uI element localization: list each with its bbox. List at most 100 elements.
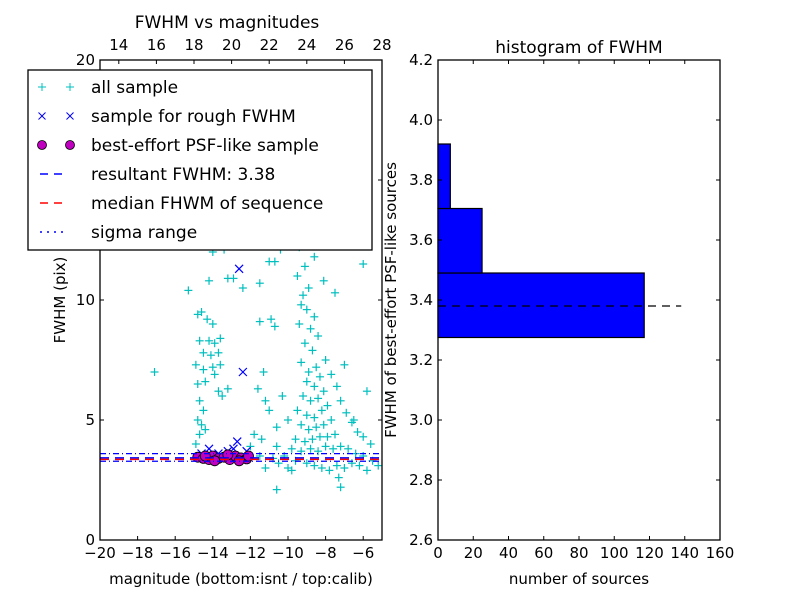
all-sample-point	[319, 276, 328, 285]
all-sample-point	[300, 437, 309, 446]
top-x-tick-label: 24	[297, 36, 316, 54]
all-sample-point	[315, 432, 324, 441]
all-sample-point	[195, 396, 204, 405]
all-sample-point	[340, 464, 349, 472]
top-x-tick-label: 18	[184, 36, 203, 54]
all-sample-point	[299, 291, 308, 300]
all-sample-point	[319, 420, 328, 429]
top-x-tick-label: 16	[147, 36, 166, 54]
legend-label: all sample	[91, 78, 178, 98]
all-sample-point	[344, 444, 353, 453]
scatter-x-ticks: −20 −18 −16 −14 −12 −10 −8 −6	[84, 536, 374, 562]
x-tick-label: 20	[464, 544, 483, 562]
all-sample-point	[359, 432, 368, 441]
legend-item: sample for rough FWHM	[38, 107, 296, 127]
y-tick-label: 0	[85, 531, 95, 549]
all-sample-point	[332, 382, 341, 391]
all-sample-point	[272, 423, 281, 432]
x-tick-label: −8	[315, 544, 337, 562]
all-sample-point	[314, 394, 323, 403]
all-sample-point	[259, 368, 268, 376]
all-sample-point	[304, 368, 313, 376]
scatter-legend: all sample sample for rough FWHM best-effo…	[27, 69, 373, 251]
all-sample-point	[362, 466, 371, 475]
all-sample-point	[197, 308, 206, 316]
all-sample-point	[308, 435, 317, 444]
all-sample-point	[331, 288, 339, 297]
all-sample-point	[306, 396, 315, 405]
x-tick-label: 40	[499, 544, 518, 562]
scatter-title: FWHM vs magnitudes	[135, 13, 320, 33]
all-sample-point	[314, 332, 323, 340]
legend-item: sigma range	[40, 223, 197, 243]
y-tick-label: 20	[76, 51, 95, 69]
all-sample-point	[297, 420, 306, 429]
all-sample-point	[310, 252, 319, 261]
histogram-bars	[437, 143, 645, 339]
legend-item: best-effort PSF-like sample	[37, 136, 319, 156]
x-tick-label: 140	[670, 544, 699, 562]
all-sample-point	[315, 372, 324, 381]
top-x-tick-label: 22	[260, 36, 279, 54]
all-sample-point	[274, 459, 283, 468]
all-sample-point	[314, 447, 323, 456]
rough-sample-point	[232, 437, 242, 447]
legend-label: sample for rough FWHM	[91, 107, 296, 127]
all-sample-point	[319, 387, 328, 396]
scatter-hlines	[100, 453, 382, 462]
histogram-title: histogram of FWHM	[495, 38, 662, 58]
y-tick-label: 10	[76, 291, 95, 309]
all-sample-point	[193, 380, 202, 388]
all-sample-point	[334, 473, 343, 482]
all-sample-point	[308, 346, 317, 355]
x-tick-label: −18	[122, 544, 154, 562]
all-sample-point	[321, 442, 330, 451]
scatter-points	[150, 231, 383, 494]
y-tick-label: 3.4	[409, 291, 433, 309]
histogram-plot: histogram of FWHM 0 20 40 60 80 100 120 140 160 …	[382, 38, 734, 588]
all-sample-point	[331, 430, 339, 439]
all-sample-point	[218, 392, 227, 400]
all-sample-point	[267, 315, 276, 324]
all-sample-point	[332, 461, 341, 470]
scatter-plot: FWHM vs magnitudes −20 −18 −16 −14 −12 −10 −8−…	[51, 13, 392, 588]
all-sample-point	[195, 336, 204, 345]
all-sample-point	[210, 339, 219, 348]
all-sample-point	[291, 435, 300, 444]
all-sample-point	[351, 449, 360, 458]
x-tick-label: −12	[235, 544, 267, 562]
all-sample-point	[323, 432, 332, 441]
all-sample-point	[205, 336, 214, 345]
all-sample-point	[310, 461, 319, 470]
all-sample-point	[302, 305, 311, 314]
all-sample-point	[208, 363, 217, 372]
all-sample-point	[261, 396, 270, 405]
x-tick-label: −14	[197, 544, 229, 562]
all-sample-point	[199, 365, 208, 374]
all-sample-point	[199, 406, 208, 415]
y-tick-label: 2.8	[409, 471, 433, 489]
all-sample-point	[300, 262, 309, 271]
all-sample-point	[206, 351, 215, 360]
all-sample-point	[302, 377, 311, 386]
scatter-top-ticks: 14 16 18 20 22 24 26 28	[109, 36, 392, 64]
legend-item: all sample	[38, 78, 178, 98]
all-sample-point	[272, 442, 281, 451]
all-sample-point	[310, 382, 319, 391]
all-sample-point	[250, 430, 259, 439]
all-sample-point	[317, 406, 326, 415]
all-sample-point	[216, 360, 225, 369]
all-sample-point	[374, 461, 383, 470]
legend-label: sigma range	[91, 223, 197, 243]
all-sample-point	[201, 425, 210, 434]
all-sample-point	[287, 466, 296, 475]
x-tick-label: 60	[534, 544, 553, 562]
all-sample-point	[306, 324, 315, 333]
histogram-bar	[437, 272, 645, 339]
all-sample-point	[203, 315, 212, 324]
all-sample-point	[229, 274, 238, 283]
all-sample-point	[312, 363, 321, 372]
legend-item: resultant FWHM: 3.38	[40, 165, 275, 185]
y-tick-label: 3.8	[409, 171, 433, 189]
all-sample-point	[272, 485, 281, 494]
